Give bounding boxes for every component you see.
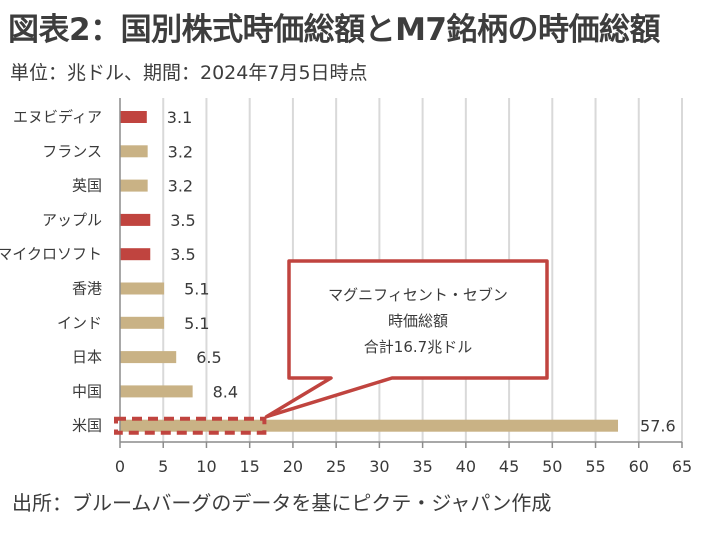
value-label: 5.1 [184,280,209,299]
value-label: 3.2 [168,177,193,196]
bar [120,179,148,192]
category-label: 香港 [72,280,102,298]
x-tick-label: 60 [629,457,649,476]
bar [120,419,619,432]
bars [120,111,619,432]
category-label: 英国 [72,177,102,195]
value-label: 57.6 [640,417,676,436]
callout-text-line: マグニフィセント・セブン [328,286,508,304]
bar [120,282,165,295]
category-label: 中国 [72,382,102,400]
category-label: 米国 [72,417,102,435]
bar [120,316,165,329]
x-tick-label: 45 [499,457,519,476]
value-label: 8.4 [213,382,238,401]
x-tick-label: 5 [158,457,168,476]
bar [120,111,147,123]
x-tick-label: 20 [283,457,303,476]
value-label: 3.5 [170,245,195,264]
chart-subtitle: 単位：兆ドル、期間：2024年7月5日時点 [10,62,368,84]
value-label: 3.5 [170,211,195,230]
x-tick-label: 25 [326,457,346,476]
value-label: 3.1 [167,108,192,127]
value-label: 6.5 [196,348,221,367]
bar [120,248,151,261]
callout-text-line: 合計16.7兆ドル [364,338,472,356]
category-label: エヌビディア [13,108,102,126]
callout-bubble [264,259,549,419]
chart-title: 図表2：国別株式時価総額とM7銘柄の時価総額 [8,12,661,48]
value-label: 5.1 [184,314,209,333]
x-tick-label: 0 [115,457,125,476]
x-tick-label: 10 [196,457,216,476]
bar [120,145,148,158]
x-tick-label: 40 [456,457,476,476]
category-label: アップル [42,211,102,229]
category-label: マイクロソフト [0,245,102,263]
x-tick-label: 55 [585,457,605,476]
bar [120,385,193,398]
x-tick-label: 50 [542,457,562,476]
x-tick-label: 30 [369,457,389,476]
category-label: フランス [42,142,102,160]
x-tick-label: 35 [412,457,432,476]
x-tick-label: 15 [240,457,260,476]
value-label: 3.2 [168,142,193,161]
x-axis: 0 5 10 15 20 25 30 35 40 45 50 55 60 65 [115,98,692,476]
source-note: 出所：ブルームバーグのデータを基にピクテ・ジャパン作成 [12,491,552,515]
category-label: インド [57,314,102,332]
bar [120,213,151,226]
callout-text-line: 時価総額 [388,312,448,330]
bar [120,351,177,364]
category-label: 日本 [72,348,102,366]
x-tick-label: 65 [672,457,692,476]
labels: エヌビディア 3.1 フランス 3.2 英国 3.2 アップル 3.5 マイクロソフト 3.5 香港… [0,108,676,436]
